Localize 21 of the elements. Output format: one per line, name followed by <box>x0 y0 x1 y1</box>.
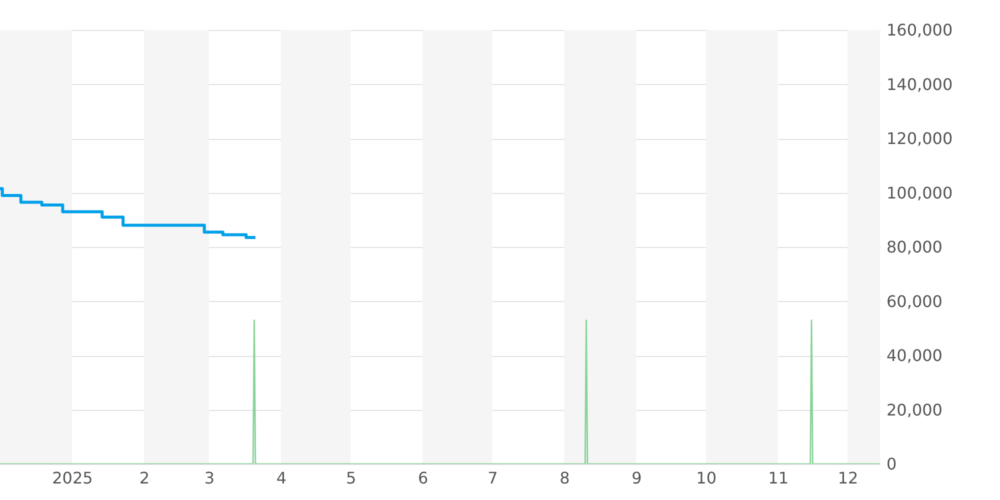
x-tick-label: 11 <box>768 468 789 488</box>
y-tick-label: 100,000 <box>886 183 953 202</box>
y-tick-label: 140,000 <box>886 74 953 94</box>
y-tick-label: 80,000 <box>886 238 942 256</box>
x-tick-label: 8 <box>560 468 570 488</box>
y-tick-label: 0 <box>886 454 897 474</box>
x-tick-label: 5 <box>346 468 356 488</box>
x-tick-label: 4 <box>276 468 287 488</box>
y-tick-label: 160,000 <box>886 20 953 40</box>
y-tick-label: 40,000 <box>886 346 942 365</box>
y-tick-label: 120,000 <box>886 129 953 148</box>
x-tick-label: 9 <box>632 468 642 488</box>
x-tick-label: 3 <box>204 468 215 488</box>
x-tick-label: 2025 <box>52 468 93 488</box>
y-tick-label: 20,000 <box>886 400 942 420</box>
x-tick-label: 2 <box>139 468 150 488</box>
y-tick-label: 60,000 <box>886 292 942 311</box>
x-tick-label: 6 <box>418 468 428 488</box>
x-tick-label: 10 <box>696 468 717 488</box>
x-tick-label: 12 <box>838 468 858 488</box>
x-tick-label: 7 <box>488 468 498 488</box>
